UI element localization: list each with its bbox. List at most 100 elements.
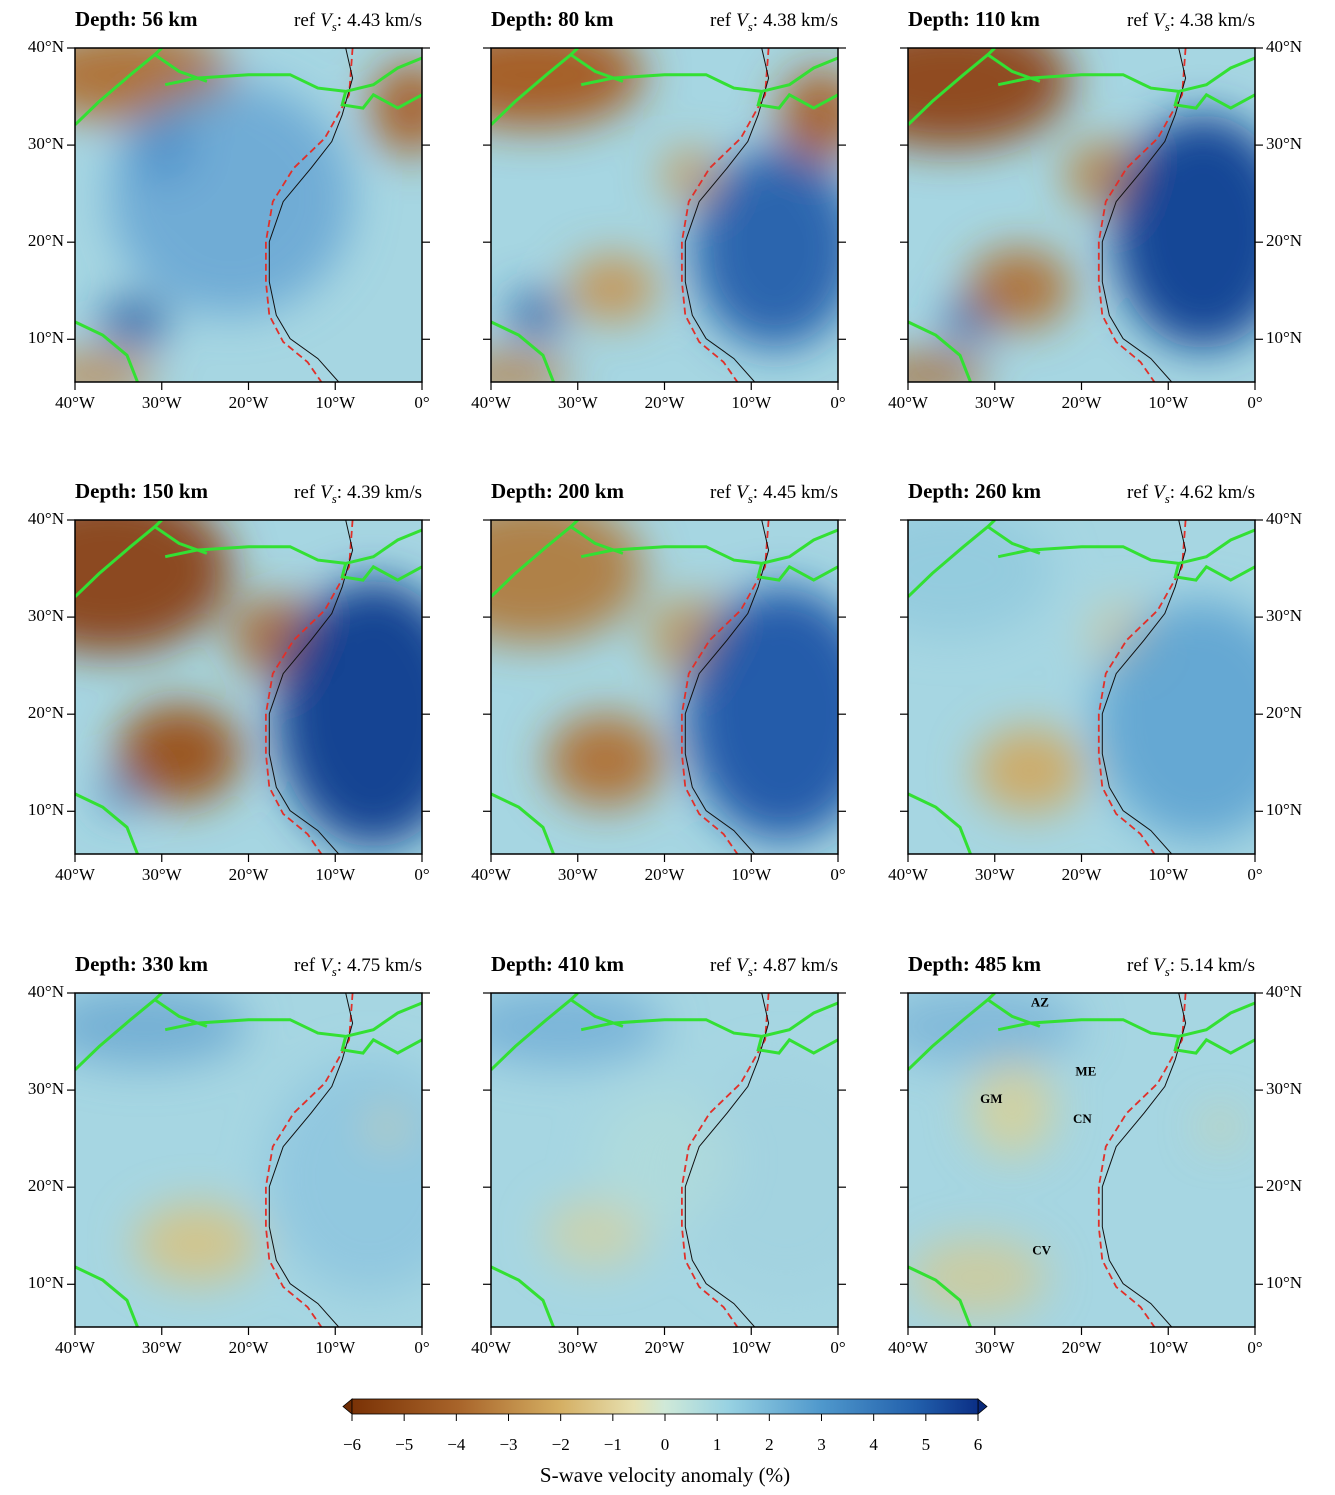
x-tick-label: 10°W [315,393,356,412]
panel-title: Depth: 80 km [491,7,614,31]
x-tick-label: 10°W [1148,865,1189,884]
location-label: ME [1075,1064,1096,1079]
ref-colon: : [337,482,342,503]
ref-velocity: refVs:4.38 km/s [710,10,838,34]
y-tick-label: 40°N [28,37,64,56]
figure: Depth: 56 kmrefVs:4.43 km/s40°W30°W20°W1… [0,0,1335,1495]
x-tick-label: 30°W [142,1338,183,1357]
y-tick-label: 20°N [28,1176,64,1195]
anomaly-blob [134,1203,259,1283]
x-tick-label: 40°W [55,393,96,412]
ref-label: ref [1127,955,1149,976]
x-tick-label: 40°W [471,393,512,412]
ref-colon: : [337,10,342,31]
colorbar-tick-label: 2 [765,1435,774,1454]
anomaly-blob [99,777,141,810]
x-tick-label: 20°W [1062,1338,1103,1357]
panel-title: Depth: 260 km [908,479,1042,503]
x-tick-label: 40°W [888,865,929,884]
ref-colon: : [1170,482,1175,503]
colorbar-tick-label: 4 [869,1435,878,1454]
y-tick-label: 10°N [28,1273,64,1292]
ref-velocity: refVs:4.87 km/s [710,955,838,979]
x-tick-label: 30°W [142,865,183,884]
map-area [40,986,474,1327]
anomaly-blob [266,1060,474,1294]
y-tick-label: 20°N [1266,231,1302,250]
x-tick-label: 0° [1247,1338,1262,1357]
anomaly-blob [974,727,1085,814]
x-tick-label: 30°W [142,393,183,412]
anomaly-blob [110,81,353,315]
map-area [0,487,471,854]
y-tick-label: 40°N [1266,37,1302,56]
panel-title: Depth: 150 km [75,479,209,503]
y-tick-label: 30°N [28,1079,64,1098]
x-tick-label: 40°W [471,865,512,884]
y-tick-label: 10°N [1266,800,1302,819]
anomaly-blob [692,148,859,348]
x-tick-label: 10°W [1148,393,1189,412]
y-tick-label: 10°N [1266,328,1302,347]
x-tick-label: 0° [830,393,845,412]
anomaly-blob [370,1110,405,1143]
colorbar-low-arrow [343,1399,352,1414]
x-tick-label: 30°W [558,1338,599,1357]
page: { "panels": [ {"title": "Depth: 56 km", … [0,0,1335,1495]
ref-value: 4.75 km/s [347,955,422,976]
map-panel: Depth: 200 kmrefVs:4.45 km/s40°W30°W20°W… [422,479,880,884]
ref-label: ref [710,10,732,31]
anomaly-blob [547,714,665,808]
ref-label: ref [1127,10,1149,31]
location-label: GM [980,1091,1002,1106]
colorbar-tick-label: −3 [499,1435,517,1454]
y-tick-label: 30°N [1266,606,1302,625]
ref-value: 4.38 km/s [763,10,838,31]
colorbar-high-arrow [978,1399,987,1414]
y-tick-label: 20°N [28,703,64,722]
anomaly-blob [970,1063,1053,1157]
panel-title: Depth: 330 km [75,952,209,976]
panel-title: Depth: 485 km [908,952,1042,976]
x-tick-label: 0° [414,865,429,884]
map-area [873,986,1255,1327]
colorbar-tick-label: −6 [343,1435,361,1454]
y-tick-label: 30°N [28,134,64,153]
ref-label: ref [710,955,732,976]
x-tick-label: 10°W [315,1338,356,1357]
ref-colon: : [753,482,758,503]
anomaly-blob [127,115,196,182]
panel-title: Depth: 410 km [491,952,625,976]
map-area [456,986,890,1327]
anomaly-blob [685,587,879,841]
y-tick-label: 30°N [28,606,64,625]
location-label: AZ [1031,995,1049,1010]
location-label: CN [1073,1111,1092,1126]
colorbar-tick-label: −1 [604,1435,622,1454]
anomaly-blob [422,497,644,644]
ref-velocity: refVs:4.38 km/s [1127,10,1255,34]
colorbar-tick-label: −2 [552,1435,570,1454]
x-tick-label: 20°W [645,865,686,884]
anomaly-blob [370,61,453,155]
ref-velocity: refVs:4.62 km/s [1127,482,1255,506]
ref-value: 4.38 km/s [1180,10,1255,31]
x-tick-label: 0° [830,865,845,884]
x-tick-label: 10°W [731,865,772,884]
anomaly-blob [595,1093,734,1227]
anomaly-blob [40,986,248,1066]
ref-value: 5.14 km/s [1180,955,1255,976]
ref-label: ref [1127,482,1149,503]
x-tick-label: 40°W [888,1338,929,1357]
x-tick-label: 30°W [975,393,1016,412]
colorbar-tick-label: 0 [661,1435,670,1454]
x-tick-label: 0° [830,1338,845,1357]
colorbar-tick-label: 5 [922,1435,931,1454]
map-area [828,15,1293,396]
